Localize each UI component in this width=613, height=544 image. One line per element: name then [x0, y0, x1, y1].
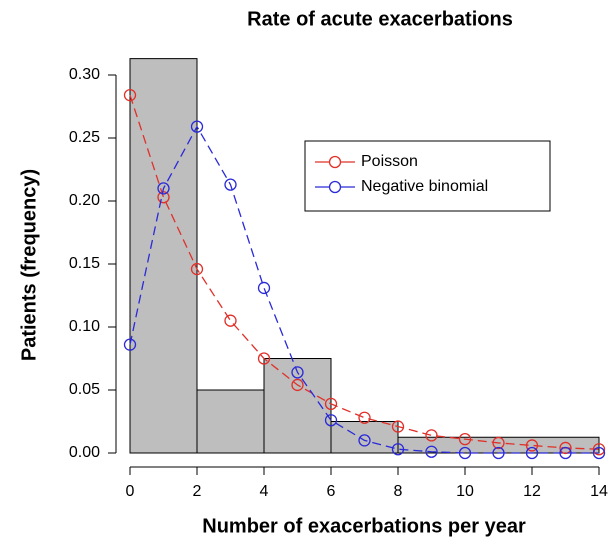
series-point	[592, 446, 606, 460]
histogram-bar	[129, 58, 198, 454]
x-tick-label: 0	[126, 483, 135, 500]
chart-title: Rate of acute exacerbations	[247, 8, 513, 30]
y-tick-label: 0.30	[69, 66, 100, 83]
series-point	[358, 411, 371, 424]
series-point	[492, 436, 505, 450]
series-point	[391, 420, 405, 433]
x-tick-label: 14	[590, 483, 608, 500]
y-tick-label: 0.25	[69, 129, 100, 146]
series-point	[559, 446, 572, 460]
series-point	[123, 89, 137, 102]
y-tick-label: 0.20	[69, 192, 100, 209]
series-point	[358, 434, 371, 447]
y-axis-title: Patients (frequency)	[18, 169, 40, 361]
legend-marker	[328, 155, 342, 169]
series-point	[291, 378, 304, 392]
legend-label: Negative binomial	[361, 178, 488, 195]
series-point	[224, 314, 237, 327]
x-tick-label: 8	[394, 483, 403, 500]
x-tick-label: 12	[523, 483, 541, 500]
series-point	[157, 182, 170, 195]
legend-marker	[328, 180, 342, 194]
series-point	[425, 429, 438, 442]
x-tick-label: 2	[193, 483, 202, 500]
series-point	[492, 446, 505, 460]
series-point	[224, 178, 237, 191]
y-tick-label: 0.10	[69, 318, 100, 335]
x-axis-title: Number of exacerbations per year	[202, 515, 526, 537]
histogram-bar	[263, 358, 332, 454]
series-point	[592, 443, 606, 456]
x-tick-label: 4	[260, 483, 269, 500]
series-point	[257, 352, 271, 365]
series-point	[257, 281, 271, 295]
series-point	[525, 439, 539, 452]
series-point	[559, 441, 572, 455]
x-tick-label: 6	[327, 483, 336, 500]
y-tick-label: 0.15	[69, 255, 100, 272]
series-point	[458, 446, 472, 460]
series-point	[525, 446, 539, 460]
y-tick-label: 0.05	[69, 381, 100, 398]
series-point	[291, 366, 304, 379]
series-point	[458, 432, 472, 446]
series-point	[324, 397, 338, 411]
series-point	[324, 414, 338, 427]
series-point	[123, 338, 137, 351]
series-line	[129, 94, 600, 450]
legend-label: Poisson	[361, 153, 418, 170]
series-point	[157, 191, 170, 204]
legend-box	[304, 140, 551, 212]
histogram-bar	[196, 389, 265, 454]
x-tick-label: 10	[456, 483, 474, 500]
series-point	[190, 262, 204, 276]
series-point	[391, 443, 405, 456]
series-line	[129, 125, 599, 454]
series-point	[425, 445, 438, 458]
y-tick-label: 0.00	[69, 444, 100, 461]
series-point	[190, 120, 204, 133]
